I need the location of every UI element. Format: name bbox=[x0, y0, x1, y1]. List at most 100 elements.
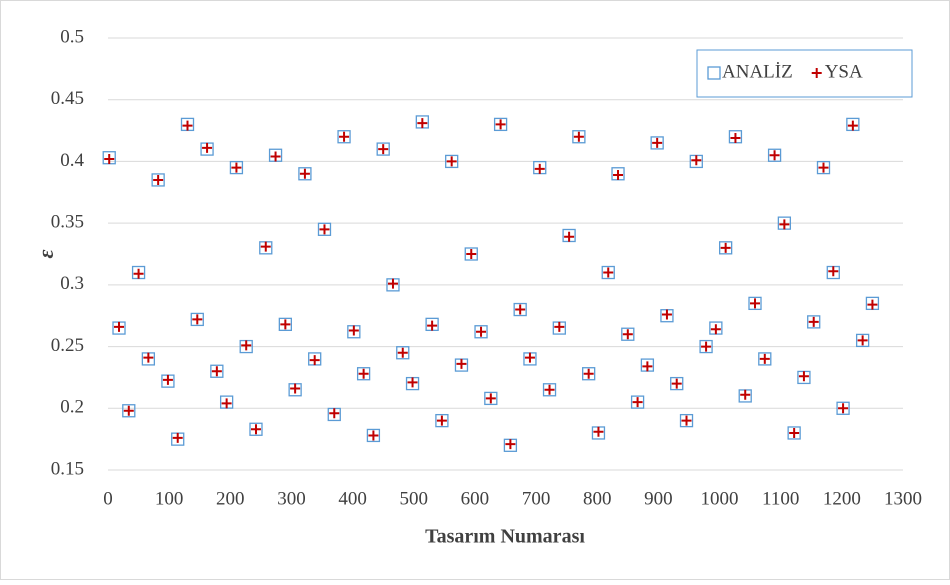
point bbox=[417, 118, 428, 129]
point bbox=[229, 160, 244, 175]
point bbox=[632, 397, 643, 408]
point bbox=[476, 326, 487, 337]
point bbox=[583, 368, 594, 379]
point bbox=[828, 266, 839, 277]
point bbox=[867, 299, 878, 310]
point bbox=[260, 241, 271, 252]
x-tick-label: 1000 bbox=[701, 488, 739, 509]
point bbox=[366, 428, 381, 443]
x-tick-label: 400 bbox=[338, 488, 367, 509]
point bbox=[319, 224, 330, 235]
point bbox=[202, 142, 213, 153]
point bbox=[190, 312, 204, 327]
point bbox=[759, 353, 770, 364]
x-axis-label: Tasarım Numarası bbox=[425, 526, 585, 548]
point bbox=[710, 324, 721, 335]
point bbox=[769, 150, 780, 161]
point bbox=[376, 142, 390, 156]
point bbox=[679, 413, 694, 428]
point bbox=[593, 426, 604, 437]
point bbox=[387, 278, 398, 289]
point bbox=[329, 408, 340, 419]
x-tick-label: 500 bbox=[400, 488, 429, 509]
point bbox=[838, 403, 849, 414]
point bbox=[104, 153, 115, 164]
x-tick-label: 0 bbox=[103, 488, 113, 509]
point bbox=[231, 162, 242, 173]
point bbox=[847, 120, 858, 131]
x-tick-label: 700 bbox=[522, 488, 551, 509]
point bbox=[446, 156, 457, 167]
point bbox=[573, 131, 584, 142]
point bbox=[397, 347, 408, 358]
point bbox=[182, 120, 193, 131]
point bbox=[767, 148, 782, 162]
point bbox=[317, 222, 332, 236]
point bbox=[192, 314, 203, 325]
point bbox=[427, 320, 438, 331]
point bbox=[153, 174, 164, 185]
point bbox=[436, 415, 447, 426]
point bbox=[816, 160, 831, 175]
point bbox=[464, 247, 478, 261]
x-tick-label: 1300 bbox=[884, 488, 922, 509]
point bbox=[524, 352, 535, 363]
point bbox=[691, 155, 702, 166]
point bbox=[642, 361, 653, 372]
legend-box bbox=[696, 49, 913, 98]
point bbox=[681, 415, 692, 426]
point bbox=[748, 296, 762, 311]
point bbox=[855, 333, 870, 348]
point bbox=[290, 383, 301, 394]
point bbox=[114, 321, 125, 332]
point bbox=[241, 340, 252, 351]
y-tick-label: 0.2 bbox=[60, 397, 84, 418]
point bbox=[554, 321, 565, 332]
point bbox=[513, 302, 527, 317]
y-tick-label: 0.15 bbox=[51, 458, 84, 479]
point bbox=[650, 136, 664, 150]
y-tick-label: 0.45 bbox=[51, 88, 84, 109]
point bbox=[474, 325, 488, 339]
point bbox=[407, 377, 418, 388]
point bbox=[807, 315, 821, 329]
x-tick-label: 900 bbox=[644, 488, 673, 509]
legend: ANALİZ YSA bbox=[696, 49, 913, 98]
point bbox=[740, 389, 751, 400]
point bbox=[622, 329, 633, 340]
point bbox=[123, 405, 134, 416]
point bbox=[484, 391, 498, 406]
point bbox=[495, 119, 506, 130]
point bbox=[456, 358, 467, 369]
point bbox=[143, 352, 154, 363]
point bbox=[699, 339, 713, 354]
y-tick-label: 0.3 bbox=[60, 273, 84, 294]
x-tick-label: 600 bbox=[461, 488, 490, 509]
x-tick-label: 1200 bbox=[823, 488, 861, 509]
point bbox=[564, 231, 575, 242]
point bbox=[210, 364, 224, 378]
x-tick-label: 300 bbox=[277, 488, 306, 509]
point bbox=[280, 319, 291, 330]
x-tick-label: 1100 bbox=[762, 488, 799, 509]
point bbox=[789, 427, 800, 438]
point bbox=[356, 367, 371, 381]
point bbox=[719, 241, 733, 255]
point bbox=[515, 304, 526, 315]
point bbox=[368, 430, 379, 441]
point bbox=[750, 298, 761, 309]
point bbox=[603, 267, 614, 278]
point bbox=[808, 316, 819, 327]
point bbox=[542, 383, 557, 397]
point bbox=[758, 352, 772, 366]
point bbox=[172, 432, 183, 443]
point bbox=[621, 327, 635, 341]
y-tick-label: 0.35 bbox=[51, 212, 84, 233]
point bbox=[798, 371, 809, 382]
point bbox=[505, 439, 516, 450]
x-tick-label: 200 bbox=[216, 488, 245, 509]
point bbox=[151, 173, 165, 187]
point bbox=[544, 384, 555, 395]
point bbox=[613, 170, 624, 181]
